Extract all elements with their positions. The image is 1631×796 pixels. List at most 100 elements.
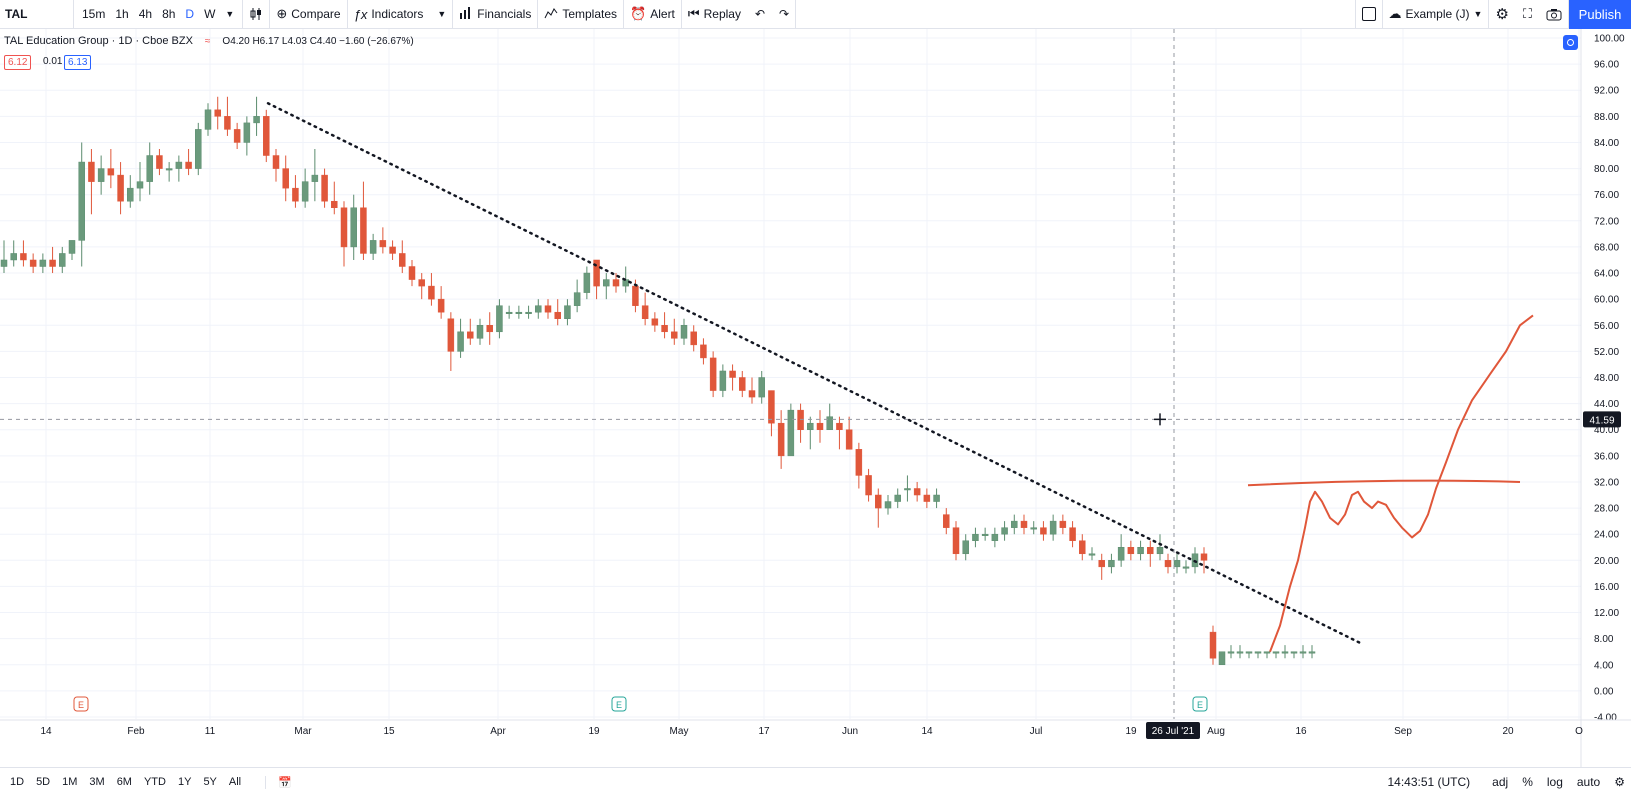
range-6m[interactable]: 6M: [116, 775, 132, 788]
bar-chart-icon: [459, 6, 473, 22]
legend-ohlc: O4.20 H6.17 L4.03 C4.40 −1.60 (−26.67%): [222, 35, 414, 47]
time-axis: 14 Feb 11 Mar 15 Apr 19 May 17 Jun 14 Jul 19 Aug 16 Sep…: [0, 719, 1631, 737]
candle-body: [340, 207, 348, 248]
chart-grid: [0, 29, 1581, 719]
price-tick-label: 40.00: [1594, 425, 1619, 436]
candle-body: [1001, 527, 1008, 535]
price-tick-label: 32.00: [1594, 477, 1619, 488]
interval-d[interactable]: D: [185, 7, 195, 21]
candle-body: [204, 109, 212, 130]
range-3m[interactable]: 3M: [89, 775, 105, 788]
templates-label: Templates: [562, 7, 618, 21]
candles: [0, 96, 1316, 666]
time-tick-label: 19: [588, 726, 600, 737]
legend-eye-icon[interactable]: ≈: [204, 35, 211, 47]
undo-icon[interactable]: ↶: [754, 7, 766, 21]
candle-body: [1098, 560, 1105, 568]
range-1y[interactable]: 1Y: [177, 775, 192, 788]
price-chart[interactable]: 100.00 96.00 92.00 88.00 84.00 80.00 76.00 72.0…: [0, 29, 1631, 767]
candle-body: [505, 311, 513, 314]
alert-label: Alert: [650, 7, 675, 21]
candle-body: [836, 422, 843, 430]
indicators-dropdown-icon[interactable]: ▼: [437, 9, 447, 19]
chart-legend: TAL Education Group · 1D · Cboe BZX ≈ O4…: [4, 35, 414, 47]
range-ytd[interactable]: YTD: [143, 775, 166, 788]
compare-button[interactable]: ⊕ Compare: [276, 6, 340, 22]
candle-body: [1182, 566, 1190, 569]
calendar-range-icon[interactable]: 📅: [265, 775, 292, 789]
interval-group: 15m 1h 4h 8h D W ▼: [74, 0, 244, 29]
replay-button[interactable]: ⏮ Replay: [688, 6, 741, 22]
candle-body: [593, 259, 600, 287]
legend-title: TAL Education Group · 1D · Cboe BZX: [4, 35, 193, 47]
interval-1h[interactable]: 1h: [115, 7, 129, 21]
price-tick-label: 8.00: [1594, 634, 1614, 645]
settings-icon[interactable]: ⚙: [1614, 775, 1625, 789]
candle-body: [0, 259, 8, 267]
candle-body: [962, 540, 969, 555]
candle-body: [1147, 547, 1154, 555]
candle-body: [156, 155, 163, 169]
log-toggle[interactable]: log: [1546, 775, 1563, 789]
percent-toggle[interactable]: %: [1522, 775, 1533, 789]
candle-body: [437, 298, 445, 313]
publish-button[interactable]: Publish: [1569, 0, 1631, 29]
candle-body: [573, 292, 581, 306]
candle-body: [875, 494, 882, 509]
interval-w[interactable]: W: [204, 7, 216, 21]
adj-toggle[interactable]: adj: [1492, 775, 1509, 789]
candle-body: [1281, 651, 1289, 654]
time-tick-label: Aug: [1207, 726, 1225, 737]
symbol-search[interactable]: TAL: [0, 0, 74, 29]
time-tick-label: 15: [383, 726, 395, 737]
camera-icon[interactable]: [1546, 8, 1562, 21]
interval-4h[interactable]: 4h: [138, 7, 153, 21]
price-axis: 100.00 96.00 92.00 88.00 84.00 80.00 76.00 72.0…: [1580, 29, 1625, 767]
range-all[interactable]: All: [228, 775, 242, 788]
candle-body: [263, 116, 270, 156]
layout-button[interactable]: ☁ Example (J) ▼: [1389, 6, 1483, 22]
redo-icon[interactable]: ↷: [779, 7, 790, 21]
time-tick-label: Apr: [490, 726, 506, 737]
earnings-letter: E: [78, 700, 84, 710]
time-tick-label: O: [1575, 726, 1583, 737]
price-tick-label: 16.00: [1594, 582, 1619, 593]
interval-8h[interactable]: 8h: [162, 7, 176, 21]
settings-gear-icon[interactable]: ⚙: [1495, 6, 1509, 23]
earnings-letter: E: [616, 700, 622, 710]
templates-button[interactable]: Templates: [544, 7, 617, 22]
candle-body: [1164, 560, 1172, 568]
interval-15m[interactable]: 15m: [82, 7, 106, 21]
range-1d[interactable]: 1D: [10, 775, 25, 788]
clock-time[interactable]: 14:43:51 (UTC): [1387, 775, 1471, 789]
candle-body: [748, 390, 756, 398]
candles-icon[interactable]: [249, 7, 263, 21]
candle-body: [884, 501, 892, 509]
range-5d[interactable]: 5D: [36, 775, 51, 788]
candle-body: [1299, 651, 1307, 654]
fullscreen-square-icon[interactable]: [1361, 7, 1376, 21]
candle-body: [1308, 651, 1316, 654]
candle-body: [1108, 560, 1115, 568]
range-5y[interactable]: 5Y: [203, 775, 217, 788]
candle-body: [214, 109, 221, 117]
templates-icon: [544, 7, 558, 22]
candle-body: [1020, 520, 1028, 528]
candle-body: [476, 325, 484, 339]
candle-body: [408, 266, 416, 280]
candle-body: [1040, 527, 1047, 535]
candle-body: [671, 331, 678, 339]
alert-button[interactable]: ⏰ Alert: [630, 6, 675, 22]
earnings-marker-3: E: [1192, 696, 1208, 712]
auto-toggle[interactable]: auto: [1576, 775, 1601, 789]
candle-body: [583, 272, 591, 293]
interval-dropdown-icon[interactable]: ▼: [225, 9, 235, 19]
candle-body: [641, 305, 649, 319]
financials-button[interactable]: Financials: [459, 6, 531, 22]
sync-icon[interactable]: [1563, 35, 1578, 50]
fullscreen-icon[interactable]: ⛶: [1522, 6, 1532, 21]
candle-body: [1209, 631, 1217, 659]
candle-body: [486, 325, 493, 333]
range-1m[interactable]: 1M: [62, 775, 78, 788]
indicators-button[interactable]: ƒx Indicators: [354, 7, 424, 22]
